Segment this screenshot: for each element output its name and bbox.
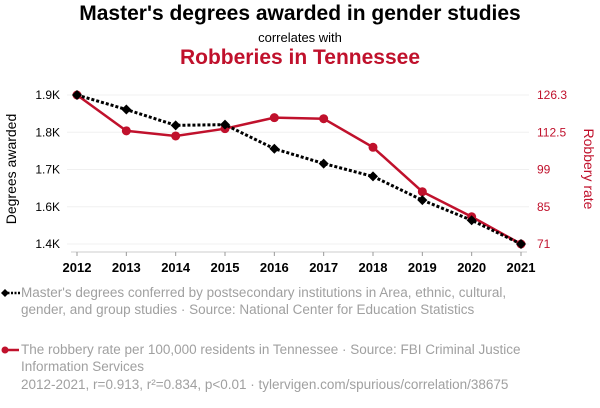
y2-tick-label: 71 (537, 237, 551, 251)
y2-tick-label: 126.3 (537, 88, 567, 102)
x-tick-label: 2012 (63, 260, 92, 275)
degrees-point (417, 195, 428, 206)
chart-title-2: Robberies in Tennessee (179, 46, 421, 69)
x-tick-label: 2018 (359, 260, 388, 275)
x-tick-label: 2013 (112, 260, 141, 275)
degrees-line (76, 93, 522, 246)
x-tick-label: 2020 (457, 260, 486, 275)
degrees-point (121, 104, 132, 115)
robbery-rate-point (269, 113, 279, 123)
y-tick-label: 1.6K (35, 200, 60, 214)
degrees-point (269, 143, 280, 154)
degrees-point (516, 239, 526, 249)
legend-item-degrees: Master's degrees conferred by postsecond… (1, 284, 541, 318)
degrees-point (170, 120, 181, 131)
y2-tick-label: 112.5 (537, 125, 566, 139)
robbery-rate-point (368, 142, 378, 152)
degrees-point (466, 215, 477, 226)
robbery-rate-line (76, 93, 522, 246)
robbery-rate-point (121, 126, 131, 136)
y2-tick-label: 85 (537, 200, 551, 214)
robbery-rate-point (319, 114, 329, 124)
y2-tick-label: 99 (537, 163, 551, 177)
diamond-dotted-line-icon (1, 289, 20, 297)
legend-label-robbery: The robbery rate per 100,000 residents i… (21, 342, 521, 374)
chart-subtitle: correlates with (258, 30, 342, 45)
y2-axis-label: Robbery rate (581, 129, 597, 210)
y-axis-label: Degrees awarded (3, 114, 19, 225)
y-tick-label: 1.4K (35, 237, 60, 251)
degrees-point (318, 158, 329, 169)
y-tick-label: 1.7K (35, 163, 60, 177)
legend-label-degrees: Master's degrees conferred by postsecond… (21, 285, 507, 317)
chart-title: Master's degrees awarded in gender studi… (79, 2, 521, 25)
x-tick-label: 2016 (260, 260, 289, 275)
legend-item-robbery: The robbery rate per 100,000 residents i… (1, 341, 541, 375)
circle-line-icon (1, 346, 19, 354)
degrees-point (72, 90, 82, 100)
x-tick-label: 2019 (408, 260, 437, 275)
degrees-point (220, 119, 230, 130)
x-tick-label: 2017 (309, 260, 338, 275)
x-tick-label: 2021 (507, 260, 536, 275)
robbery-rate-point (171, 131, 181, 141)
x-tick-label: 2015 (211, 260, 240, 275)
degrees-point (368, 171, 378, 182)
y-tick-label: 1.8K (35, 125, 60, 139)
chart-footer: 2012-2021, r=0.913, r²=0.834, p<0.01 · t… (21, 377, 509, 392)
y-tick-label: 1.9K (35, 88, 60, 102)
x-tick-label: 2014 (161, 260, 191, 275)
robbery-rate-point (417, 187, 427, 197)
